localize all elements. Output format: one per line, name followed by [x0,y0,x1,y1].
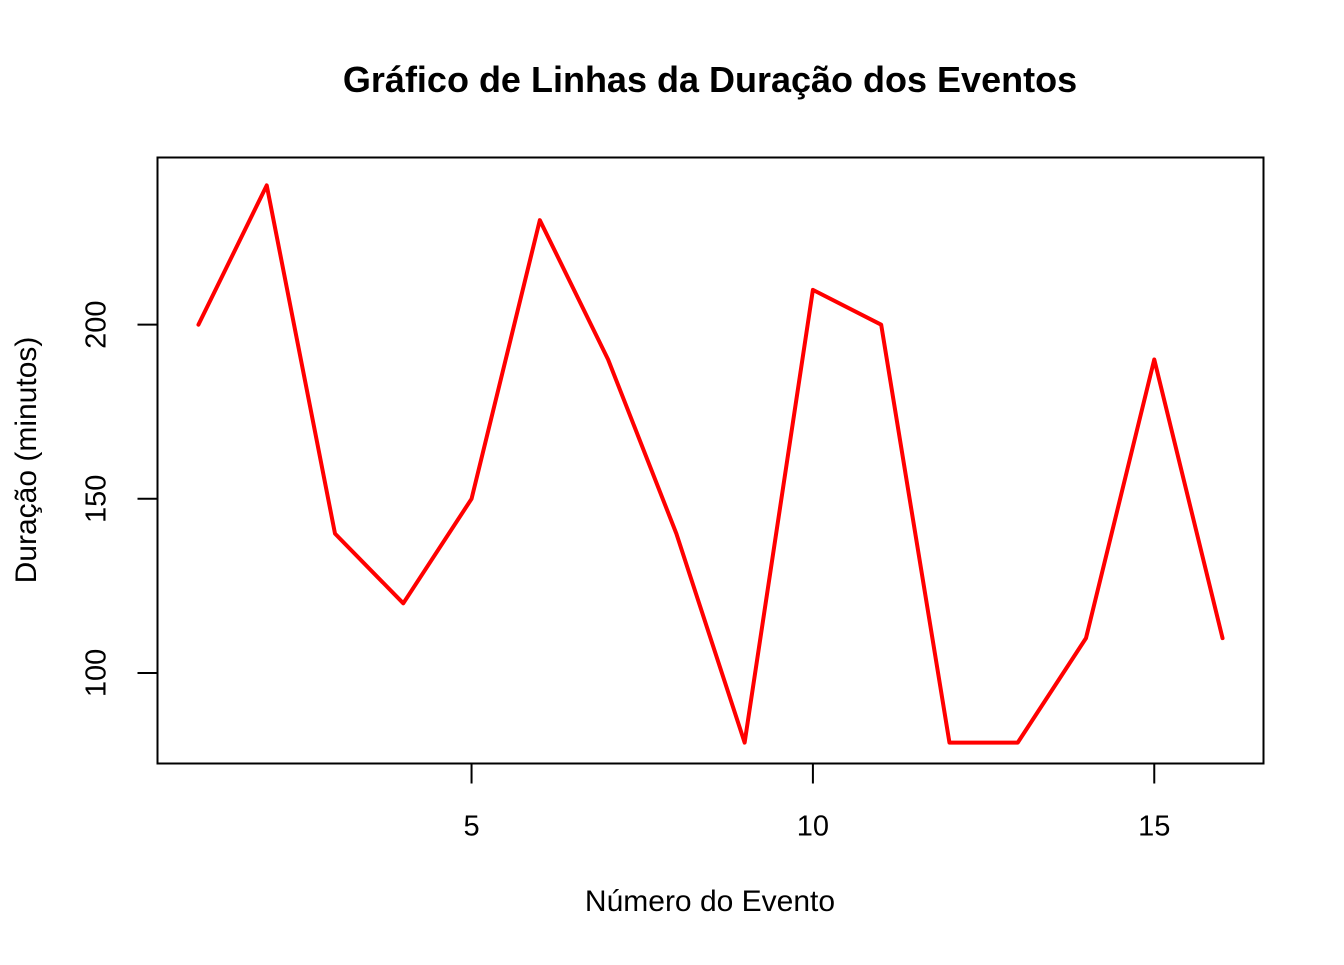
x-axis-label: Número do Evento [585,885,835,918]
chart-title: Gráfico de Linhas da Duração dos Eventos [343,59,1077,100]
y-tick-label: 200 [81,300,113,348]
y-tick-label: 100 [81,649,113,697]
series-layer [198,185,1222,742]
y-axis-label: Duração (minutos) [10,337,43,584]
plot-frame [158,158,1264,764]
series-line [198,185,1222,742]
y-axis: 100 150 200 [81,300,158,697]
x-tick-label: 15 [1138,811,1170,843]
y-tick-label: 150 [81,475,113,523]
x-axis: 5 10 15 [463,764,1170,843]
x-tick-label: 10 [797,811,829,843]
x-tick-label: 5 [463,811,479,843]
